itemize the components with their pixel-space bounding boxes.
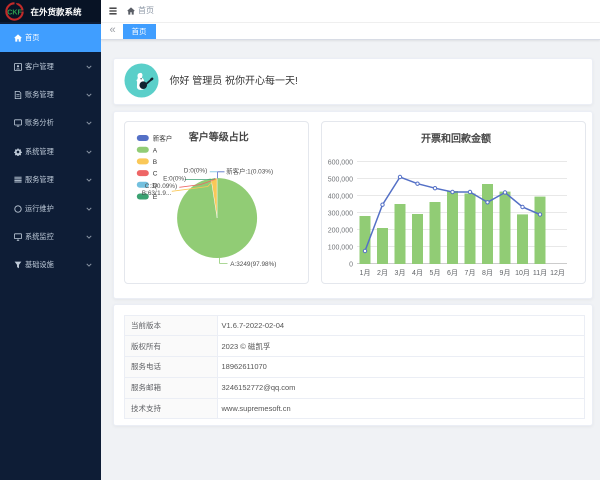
svg-text:D:0(0%): D:0(0%)	[184, 167, 207, 174]
svg-text:200,000: 200,000	[328, 228, 353, 235]
svg-text:新客户:1(0.03%): 新客户:1(0.03%)	[226, 166, 273, 175]
svg-text:400,000: 400,000	[328, 194, 353, 201]
svg-text:0: 0	[349, 262, 353, 269]
svg-text:A: A	[153, 147, 158, 154]
svg-text:D: D	[153, 182, 158, 189]
svg-text:1月: 1月	[360, 269, 371, 277]
svg-text:500,000: 500,000	[328, 177, 353, 184]
svg-text:12月: 12月	[550, 269, 565, 277]
svg-text:开票和回款金额: 开票和回款金额	[421, 132, 491, 145]
svg-text:3月: 3月	[395, 269, 406, 277]
svg-text:10月: 10月	[515, 269, 530, 277]
svg-text:C: C	[153, 171, 158, 178]
svg-text:11月: 11月	[533, 269, 547, 277]
svg-text:新客户: 新客户	[153, 134, 173, 143]
svg-text:CKF: CKF	[7, 8, 22, 16]
svg-text:600,000: 600,000	[328, 160, 353, 167]
svg-text:E:0(0%): E:0(0%)	[163, 176, 186, 183]
svg-text:300,000: 300,000	[328, 211, 353, 218]
svg-text:A:3249(97.98%): A:3249(97.98%)	[230, 261, 276, 268]
svg-text:客户等级占比: 客户等级占比	[188, 131, 249, 144]
svg-text:E: E	[153, 194, 158, 201]
svg-text:9月: 9月	[500, 269, 511, 277]
svg-text:5月: 5月	[430, 269, 441, 277]
svg-text:7月: 7月	[465, 269, 476, 277]
svg-text:B:63(1.9...: B:63(1.9...	[142, 190, 172, 197]
svg-text:C:3(0.09%): C:3(0.09%)	[145, 183, 177, 190]
svg-text:4月: 4月	[412, 269, 423, 277]
svg-text:B: B	[153, 159, 157, 166]
svg-text:2月: 2月	[377, 269, 388, 277]
svg-text:8月: 8月	[482, 269, 493, 277]
svg-text:100,000: 100,000	[328, 245, 353, 252]
svg-text:6月: 6月	[447, 269, 458, 277]
